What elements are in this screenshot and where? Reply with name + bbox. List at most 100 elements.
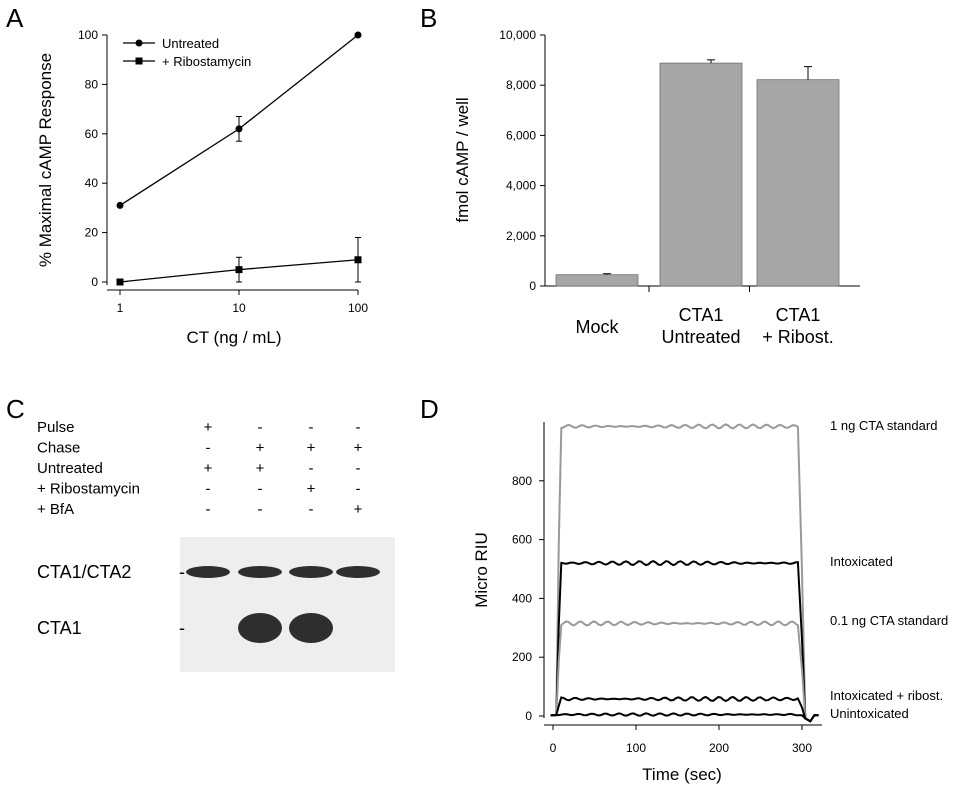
condition-mark: - bbox=[309, 419, 314, 436]
legend-marker-ribostamycin bbox=[135, 57, 143, 65]
y-tick-label: 80 bbox=[85, 77, 99, 91]
data-point bbox=[116, 201, 124, 209]
legend-marker-untreated bbox=[135, 39, 143, 47]
panel-b-chart: fmol cAMP / well 0 2,000 4,000 6,000 8,000 10… bbox=[453, 28, 860, 347]
trace-line bbox=[550, 712, 819, 723]
condition-mark: - bbox=[258, 419, 263, 436]
data-point bbox=[235, 125, 243, 133]
blot-bands bbox=[186, 566, 380, 643]
panel-c-blot: Pulse + - - - Chase - + + + Untreated + + - - + Ribosta… bbox=[37, 419, 395, 672]
condition-label: + Ribostamycin bbox=[37, 481, 140, 498]
panel-a-y-title: % Maximal cAMP Response bbox=[36, 53, 55, 267]
y-tick-label: 200 bbox=[512, 650, 532, 664]
condition-mark: + bbox=[256, 440, 265, 457]
condition-mark: + bbox=[307, 440, 316, 457]
category-label: Mock bbox=[575, 317, 619, 337]
condition-mark: - bbox=[309, 460, 314, 477]
condition-mark: + bbox=[354, 501, 363, 518]
x-tick-label: 1 bbox=[117, 301, 124, 315]
blot-band bbox=[289, 613, 333, 643]
y-tick-label: 6,000 bbox=[506, 128, 536, 142]
y-tick-label: 8,000 bbox=[506, 78, 536, 92]
blot-band bbox=[238, 613, 282, 643]
blot-band-labels: CTA1/CTA2 - CTA1 - bbox=[37, 562, 185, 638]
y-tick-label: 20 bbox=[85, 226, 99, 240]
panel-letter-d: D bbox=[420, 394, 439, 424]
x-tick-label: 300 bbox=[792, 741, 812, 755]
condition-mark: - bbox=[258, 481, 263, 498]
band-label: CTA1 bbox=[37, 618, 82, 638]
condition-label: Chase bbox=[37, 440, 80, 457]
trace-line bbox=[550, 620, 819, 723]
condition-mark: - bbox=[356, 419, 361, 436]
x-tick-label: 100 bbox=[626, 741, 646, 755]
bar bbox=[756, 79, 840, 287]
condition-mark: + bbox=[204, 460, 213, 477]
y-tick-label: 60 bbox=[85, 127, 99, 141]
y-tick-label: 100 bbox=[78, 28, 98, 42]
condition-mark: + bbox=[354, 440, 363, 457]
data-point bbox=[354, 256, 362, 264]
y-tick-label: 2,000 bbox=[506, 229, 536, 243]
band-label: CTA1/CTA2 bbox=[37, 562, 131, 582]
blot-membrane bbox=[180, 537, 395, 672]
condition-label: Untreated bbox=[37, 460, 103, 477]
blot-band bbox=[336, 566, 380, 578]
legend-label-ribostamycin: + Ribostamycin bbox=[162, 54, 251, 69]
x-tick-label: 100 bbox=[348, 301, 368, 315]
condition-mark: - bbox=[206, 481, 211, 498]
data-point bbox=[116, 278, 124, 286]
y-tick-label: 10,000 bbox=[499, 28, 536, 42]
condition-mark: - bbox=[356, 481, 361, 498]
category-label: CTA1 bbox=[679, 305, 724, 325]
trace-line bbox=[550, 559, 819, 723]
trace-label: Intoxicated + ribost. bbox=[830, 688, 943, 703]
blot-band bbox=[238, 566, 282, 578]
trace-line bbox=[550, 423, 819, 723]
blot-conditions: Pulse + - - - Chase - + + + Untreated + + - - + Ribosta… bbox=[37, 419, 363, 518]
legend-label-untreated: Untreated bbox=[162, 36, 219, 51]
condition-mark: + bbox=[307, 481, 316, 498]
condition-mark: - bbox=[206, 501, 211, 518]
y-tick-label: 400 bbox=[512, 591, 532, 605]
condition-label: + BfA bbox=[37, 501, 74, 518]
category-label: Untreated bbox=[661, 327, 740, 347]
condition-label: Pulse bbox=[37, 419, 75, 436]
y-tick-label: 40 bbox=[85, 176, 99, 190]
band-dash: - bbox=[179, 618, 185, 638]
category-label: CTA1 bbox=[776, 305, 821, 325]
panel-letter-c: C bbox=[6, 394, 25, 424]
y-tick-label: 0 bbox=[525, 709, 532, 723]
data-point bbox=[354, 31, 362, 39]
trace-label: Intoxicated bbox=[830, 554, 893, 569]
panel-b-y-title: fmol cAMP / well bbox=[453, 97, 472, 222]
trace-label: Unintoxicated bbox=[830, 706, 909, 721]
panel-d-x-title: Time (sec) bbox=[642, 765, 722, 784]
condition-mark: + bbox=[204, 419, 213, 436]
panel-a-chart: % Maximal cAMP Response CT (ng / mL) Unt… bbox=[36, 28, 368, 347]
data-point bbox=[235, 266, 243, 274]
condition-mark: - bbox=[206, 440, 211, 457]
blot-band bbox=[186, 566, 230, 578]
y-tick-label: 600 bbox=[512, 533, 532, 547]
category-label: + Ribost. bbox=[762, 327, 834, 347]
x-tick-label: 0 bbox=[550, 741, 557, 755]
condition-mark: - bbox=[258, 501, 263, 518]
condition-mark: - bbox=[309, 501, 314, 518]
condition-mark: + bbox=[256, 460, 265, 477]
panel-letter-a: A bbox=[6, 3, 24, 33]
y-tick-label: 0 bbox=[529, 279, 536, 293]
trace-label: 0.1 ng CTA standard bbox=[830, 613, 948, 628]
bar bbox=[659, 62, 743, 287]
y-tick-label: 800 bbox=[512, 474, 532, 488]
y-tick-label: 4,000 bbox=[506, 179, 536, 193]
panel-d-y-title: Micro RIU bbox=[472, 532, 491, 608]
condition-mark: - bbox=[356, 460, 361, 477]
bar bbox=[555, 274, 639, 287]
panel-a-legend: Untreated + Ribostamycin bbox=[123, 36, 251, 69]
blot-band bbox=[289, 566, 333, 578]
panel-a-x-title: CT (ng / mL) bbox=[186, 328, 281, 347]
y-tick-label: 0 bbox=[91, 275, 98, 289]
